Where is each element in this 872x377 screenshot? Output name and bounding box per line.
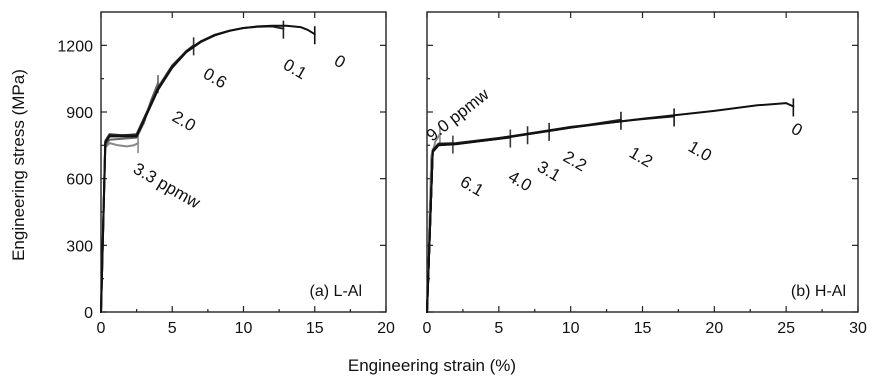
curve-annotation: 0.6 xyxy=(200,64,230,92)
curve-annotation: 3.3 ppmw xyxy=(130,159,204,213)
x-tick-label: 0 xyxy=(423,320,432,337)
series-line xyxy=(426,133,529,313)
panel-label: (a) L-Al xyxy=(310,283,362,300)
curve-annotation: 4.0 xyxy=(505,167,535,195)
x-tick-label: 10 xyxy=(235,320,253,337)
series-line xyxy=(100,82,159,313)
x-tick-label: 5 xyxy=(168,320,177,337)
x-axis-title: Engineering strain (%) xyxy=(348,356,516,375)
y-tick-label: 1200 xyxy=(57,38,93,55)
y-tick-label: 600 xyxy=(66,172,93,189)
x-tick-label: 0 xyxy=(97,320,106,337)
y-tick-label: 0 xyxy=(84,305,93,322)
series-line xyxy=(100,24,316,313)
series-line xyxy=(426,118,622,313)
curve-annotation: 2.0 xyxy=(169,107,199,135)
y-tick-label: 900 xyxy=(66,105,93,122)
series-line xyxy=(426,102,795,313)
x-tick-label: 25 xyxy=(777,320,795,337)
x-tick-label: 30 xyxy=(849,320,867,337)
x-tick-label: 20 xyxy=(377,320,395,337)
curve-annotation: 9.0 ppmw xyxy=(423,84,493,145)
curve-annotation: 1.0 xyxy=(685,137,715,165)
curve-annotation: 0 xyxy=(331,51,349,72)
y-axis-title: Engineering stress (MPa) xyxy=(9,69,28,261)
x-tick-label: 10 xyxy=(562,320,580,337)
curve-annotation: 0.1 xyxy=(280,55,310,83)
x-tick-label: 5 xyxy=(494,320,503,337)
curve-annotation: 2.2 xyxy=(560,147,590,175)
series-line xyxy=(426,136,512,313)
curve-annotation: 3.1 xyxy=(534,157,564,185)
curve-annotation: 0 xyxy=(788,119,806,140)
panel-label: (b) H-Al xyxy=(791,283,846,300)
series-line xyxy=(100,25,285,313)
y-tick-label: 300 xyxy=(66,238,93,255)
x-tick-label: 15 xyxy=(634,320,652,337)
series-line xyxy=(100,142,140,313)
x-tick-label: 20 xyxy=(705,320,723,337)
panel-a-l-al: 0 5 10 15 20 0 300 600 900 1200 0 0.1 0.62.0 3.3 ppmw… xyxy=(57,11,395,337)
panel-b-h-al: 0 5 10 15 20 25 30 0 1.0 1.2 2.23.14.0 6.1 9.0 ppmw (… xyxy=(423,11,867,337)
series-line xyxy=(426,129,551,313)
curve-annotation: 1.2 xyxy=(626,143,656,171)
curve-annotation: 6.1 xyxy=(457,172,487,200)
x-tick-label: 15 xyxy=(306,320,324,337)
